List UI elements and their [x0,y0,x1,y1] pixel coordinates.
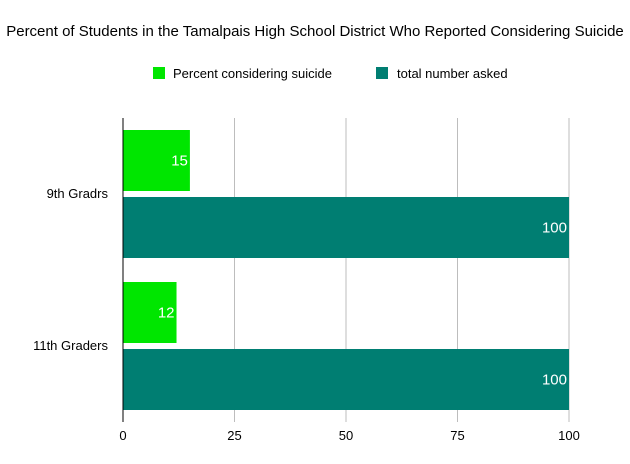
legend: Percent considering suicide total number… [153,66,508,81]
category-labels: 9th Gradrs 11th Graders [33,186,108,353]
x-tick-labels: 0 25 50 75 100 [119,428,579,443]
bar-value-label: 12 [158,305,175,322]
legend-label-total: total number asked [397,66,508,81]
x-tick-label: 25 [227,428,241,443]
legend-swatch-percent [153,67,165,79]
bar [123,282,177,343]
legend-swatch-total [376,67,388,79]
bars [123,130,569,410]
category-label: 11th Graders [33,338,108,353]
bar [123,349,569,410]
legend-label-percent: Percent considering suicide [173,66,332,81]
x-tick-label: 75 [450,428,464,443]
bar [123,130,190,191]
bar [123,197,569,258]
x-tick-label: 50 [339,428,353,443]
chart-title: Percent of Students in the Tamalpais Hig… [6,23,624,40]
category-label: 9th Gradrs [47,186,109,201]
value-labels: 15 100 12 100 [158,153,567,389]
bar-value-label: 100 [542,372,567,389]
x-tick-label: 0 [119,428,126,443]
bar-value-label: 100 [542,220,567,237]
x-tick-label: 100 [558,428,580,443]
bar-value-label: 15 [171,153,188,170]
